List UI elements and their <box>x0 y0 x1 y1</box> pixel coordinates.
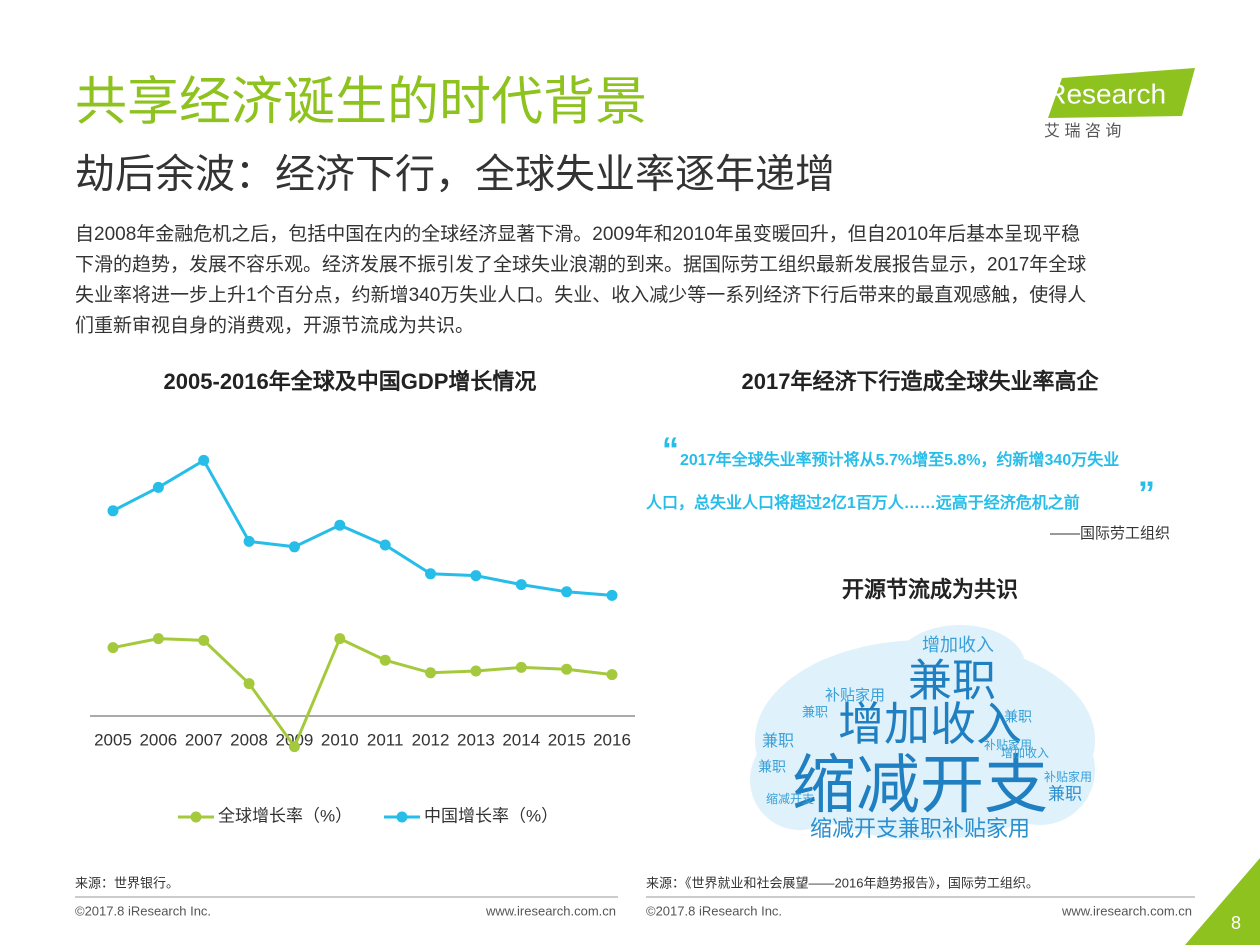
intro-line: 们重新审视自身的消费观，开源节流成为共识。 <box>75 315 474 337</box>
point <box>561 663 573 675</box>
chart-title: 2005-2016年全球及中国GDP增长情况 <box>164 369 537 394</box>
point <box>243 535 255 547</box>
source: 来源：《世界就业和社会展望——2016年趋势报告》，国际劳工组织。 <box>646 875 1039 890</box>
attribution: ——国际劳工组织 <box>1050 525 1170 542</box>
cloud-shape <box>750 625 1095 840</box>
point <box>425 568 437 580</box>
x-tick-label: 2012 <box>412 730 450 749</box>
word: 增加收入 <box>1001 746 1049 760</box>
quote-mark: “ <box>662 431 679 469</box>
quote-mark: ” <box>1138 475 1155 513</box>
x-tick-label: 2008 <box>230 730 268 749</box>
word: 兼职 <box>802 704 828 719</box>
point <box>152 481 164 493</box>
legend-dot <box>190 811 202 823</box>
point <box>379 654 391 666</box>
word: 增加收入 <box>922 635 994 655</box>
word: 兼职 <box>1004 709 1032 725</box>
x-tick-label: 2015 <box>548 730 586 749</box>
corner <box>1185 858 1260 945</box>
legend-label: 中国增长率（%） <box>424 806 558 825</box>
point <box>561 586 573 598</box>
x-tick-label: 2013 <box>457 730 495 749</box>
x-tick-label: 2005 <box>94 730 132 749</box>
point <box>515 661 527 673</box>
word: 兼职 <box>1048 784 1082 803</box>
legend-label: 全球增长率（%） <box>218 806 352 825</box>
point <box>470 570 482 582</box>
legend-dot <box>396 811 408 823</box>
word: 补贴家用 <box>984 737 1032 752</box>
point <box>334 519 346 531</box>
point <box>198 634 210 646</box>
x-tick-label: 2007 <box>185 730 223 749</box>
x-tick-label: 2006 <box>139 730 177 749</box>
quote-line: 2017年全球失业率预计将从5.7%增至5.8%，约新增340万失业 <box>680 450 1119 469</box>
point <box>606 589 618 601</box>
word: 兼职 <box>762 732 794 750</box>
point <box>515 579 527 591</box>
logo: iResearch <box>1040 78 1166 109</box>
intro: 自2008年金融危机之后，包括中国在内的全球经济显著下滑。2009年和2010年… <box>75 223 1086 337</box>
chart: 2005 2006 2007 2008 2009 2010 2011 2012 2013 2014… <box>90 454 635 825</box>
x-tick-label: 2014 <box>502 730 540 749</box>
word: 缩减开支 <box>766 791 814 806</box>
x-tick-label: 2010 <box>321 730 359 749</box>
point <box>152 633 164 645</box>
x-tick-label: 2016 <box>593 730 631 749</box>
intro-line: 下滑的趋势，发展不容乐观。经济发展不振引发了全球失业浪潮的到来。据国际劳工组织最… <box>75 254 1086 276</box>
source: 来源：世界银行。 <box>75 875 179 890</box>
point <box>107 505 119 517</box>
point <box>425 667 437 679</box>
copyright: ©2017.8 iResearch Inc. <box>646 903 782 918</box>
logo-shape <box>1048 68 1195 118</box>
word: 增加收入 <box>838 698 1022 750</box>
x-tick-label: 2011 <box>367 730 404 749</box>
point <box>470 665 482 677</box>
copyright: ©2017.8 iResearch Inc. <box>75 903 211 918</box>
word: 兼职 <box>908 657 996 706</box>
wordcloud-title: 开源节流成为共识 <box>842 577 1018 602</box>
word: 兼职 <box>758 759 786 775</box>
intro-line: 失业率将进一步上升1个百分点，约新增340万失业人口。失业、收入减少等一系列经济… <box>75 284 1086 306</box>
point <box>198 454 210 466</box>
word: 缩减开支 <box>792 749 1048 821</box>
point <box>107 642 119 654</box>
point <box>379 539 391 551</box>
right-title: 2017年经济下行造成全球失业率高企 <box>742 369 1100 394</box>
word: 缩减开支兼职补贴家用 <box>810 816 1030 841</box>
word: 补贴家用 <box>1044 769 1092 784</box>
wordcloud: 缩减开支增加收入兼职缩减开支兼职补贴家用补贴家用兼职增加收入兼职兼职补贴家用兼职… <box>758 635 1092 841</box>
point <box>334 633 346 645</box>
subtitle: 劫后余波：经济下行，全球失业率逐年递增 <box>75 153 835 197</box>
title: 共享经济诞生的时代背景 <box>75 74 647 132</box>
url: www.iresearch.com.cn <box>485 903 616 918</box>
logo-sub: 艾 瑞 咨 询 <box>1044 122 1121 140</box>
series-line <box>112 636 613 750</box>
quote-line: 人口，总失业人口将超过2亿1百万人……远高于经济危机之前 <box>646 493 1080 512</box>
point <box>606 669 618 681</box>
word: 补贴家用 <box>825 687 885 704</box>
series-line <box>112 458 613 597</box>
url: www.iresearch.com.cn <box>1061 903 1192 918</box>
point <box>243 678 255 690</box>
page-number: 8 <box>1231 913 1241 933</box>
point <box>288 541 300 553</box>
intro-line: 自2008年金融危机之后，包括中国在内的全球经济显著下滑。2009年和2010年… <box>75 223 1080 245</box>
point <box>288 741 300 753</box>
